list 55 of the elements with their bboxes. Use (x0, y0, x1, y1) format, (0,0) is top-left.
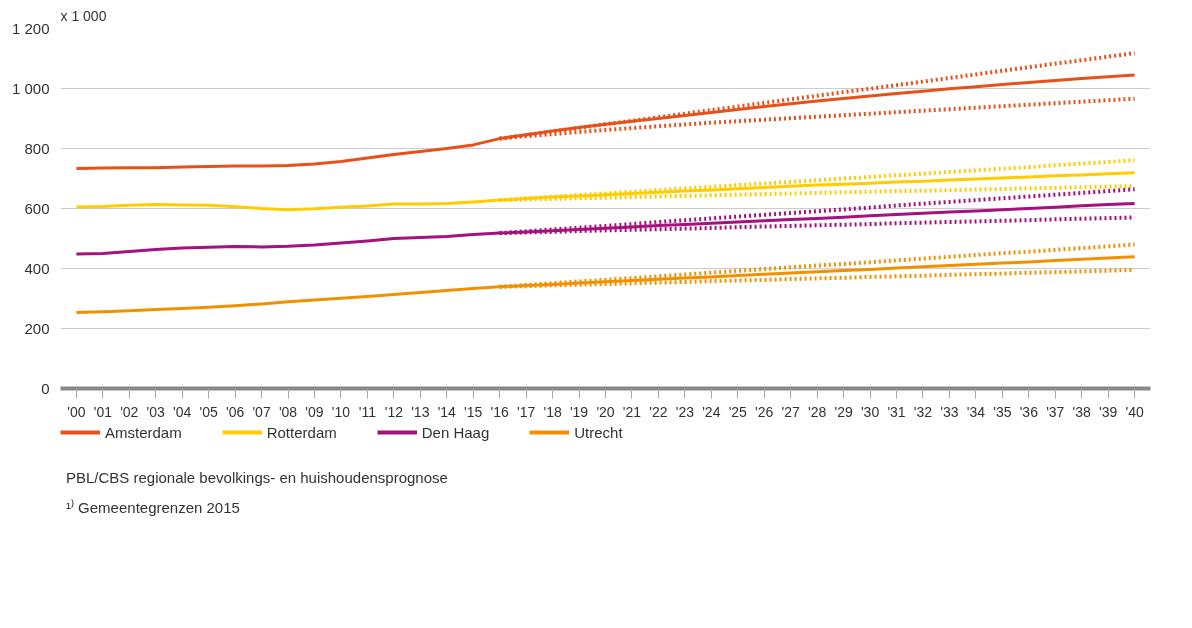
text: ¹⁾ Gemeentegrenzen 2015 (65, 499, 240, 516)
y-tick-label: 200 (24, 320, 50, 337)
x-tick-label: '21 (622, 403, 642, 420)
x-tick-label: '40 (1125, 403, 1144, 420)
y-tick-label: 0 (41, 380, 50, 397)
x-tick-label: '02 (120, 403, 139, 420)
x-tick-label: '12 (384, 403, 404, 420)
x-tick-label: '05 (199, 403, 218, 420)
x-tick-label: '38 (1072, 403, 1092, 420)
x-tick-label: '23 (675, 403, 695, 420)
y-tick-label: 1 000 (11, 80, 50, 97)
x-tick-label: '35 (993, 403, 1012, 420)
x-tick-label: '07 (252, 403, 271, 420)
x-tick-label: '11 (358, 403, 377, 420)
x-tick-label: '08 (278, 403, 298, 420)
text: PBL/CBS regionale bevolkings- en huishoudensprognose (65, 469, 448, 486)
x-tick-label: '34 (966, 403, 986, 420)
x-tick-label: '22 (649, 403, 668, 420)
y-axis-title: x 1 000 (60, 7, 107, 24)
x-tick-label: '04 (173, 403, 192, 420)
legend-label: Amsterdam (105, 423, 182, 441)
x-tick-label: '09 (305, 403, 324, 420)
y-tick-label: 1 200 (11, 20, 50, 37)
x-tick-label: '20 (596, 403, 615, 420)
x-tick-label: '29 (834, 403, 853, 420)
y-tick-label: 400 (24, 260, 50, 277)
x-tick-label: '33 (940, 403, 959, 420)
y-tick-label: 600 (24, 200, 50, 217)
x-tick-label: '17 (517, 403, 536, 420)
x-tick-label: '13 (411, 403, 430, 420)
x-tick-label: '24 (702, 403, 721, 420)
x-tick-label: '19 (569, 403, 589, 420)
x-tick-label: '18 (543, 403, 562, 420)
x-tick-label: '27 (781, 403, 801, 420)
x-tick-label: '28 (808, 403, 827, 420)
y-tick-label: 800 (24, 140, 50, 157)
x-tick-label: '14 (437, 403, 457, 420)
x-tick-label: '31 (887, 403, 906, 420)
x-tick-label: '15 (464, 403, 483, 420)
x-tick-label: '16 (490, 403, 510, 420)
x-tick-label: '01 (93, 403, 113, 420)
x-tick-label: '00 (67, 403, 86, 420)
legend-label: Utrecht (574, 423, 623, 441)
legend-label: Rotterdam (266, 423, 337, 441)
x-tick-label: '10 (331, 403, 351, 420)
x-tick-label: '26 (755, 403, 774, 420)
x-tick-label: '03 (146, 403, 166, 420)
x-tick-label: '37 (1046, 403, 1065, 420)
x-tick-label: '06 (225, 403, 245, 420)
x-tick-label: '36 (1019, 403, 1039, 420)
x-tick-label: '32 (913, 403, 933, 420)
legend-label: Den Haag (421, 423, 490, 441)
x-tick-label: '30 (860, 403, 880, 420)
x-tick-label: '25 (728, 403, 748, 420)
x-tick-label: '39 (1099, 403, 1118, 420)
